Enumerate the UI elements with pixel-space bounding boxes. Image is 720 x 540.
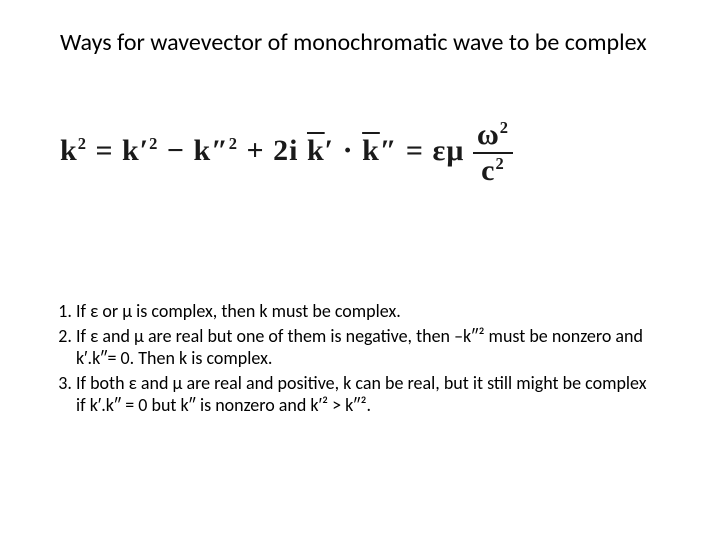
list-item: If ε and μ are real but one of them is n… xyxy=(76,325,660,370)
eq-sq: 2 xyxy=(500,118,509,137)
eq-mu: μ xyxy=(446,134,464,167)
eq-epsilon: ε xyxy=(433,134,447,167)
eq-sq: 2 xyxy=(149,134,158,153)
eq-kdprime: k″ xyxy=(194,134,229,167)
list-item: If ε or μ is complex, then k must be com… xyxy=(76,300,660,323)
conditions-list: If ε or μ is complex, then k must be com… xyxy=(48,300,660,419)
equation-region: k2 = k′2 − k″2 + 2i k′ · k″ = εμ ω2 c2 xyxy=(60,120,600,210)
eq-kbar-prime: k xyxy=(307,134,325,167)
eq-c: c xyxy=(481,154,495,187)
slide-title: Ways for wavevector of monochromatic wav… xyxy=(60,28,660,57)
eq-prime-on-bar1: ′ xyxy=(325,134,334,167)
eq-omega: ω xyxy=(477,118,500,151)
eq-frac-num: ω2 xyxy=(473,120,513,154)
eq-dot: · xyxy=(343,134,363,167)
eq-frac-den: c2 xyxy=(473,154,513,186)
eq-lhs-k: k xyxy=(60,134,78,167)
eq-plus2i: + 2i xyxy=(247,134,307,167)
eq-sq: 2 xyxy=(78,134,87,153)
eq-sq: 2 xyxy=(229,134,238,153)
eq-prime-on-bar2: ″ xyxy=(380,134,398,167)
eq-kbar-dprime: k xyxy=(362,134,380,167)
eq-equals-2: = xyxy=(406,134,433,167)
eq-equals-1: = xyxy=(95,134,122,167)
list-item: If both ε and μ are real and positive, k… xyxy=(76,372,660,417)
slide: Ways for wavevector of monochromatic wav… xyxy=(0,0,720,540)
eq-sq: 2 xyxy=(495,154,504,173)
eq-fraction: ω2 c2 xyxy=(473,120,513,186)
eq-kprime: k′ xyxy=(122,134,149,167)
equation-handwritten: k2 = k′2 − k″2 + 2i k′ · k″ = εμ ω2 c2 xyxy=(60,134,513,167)
eq-minus: − xyxy=(167,134,194,167)
